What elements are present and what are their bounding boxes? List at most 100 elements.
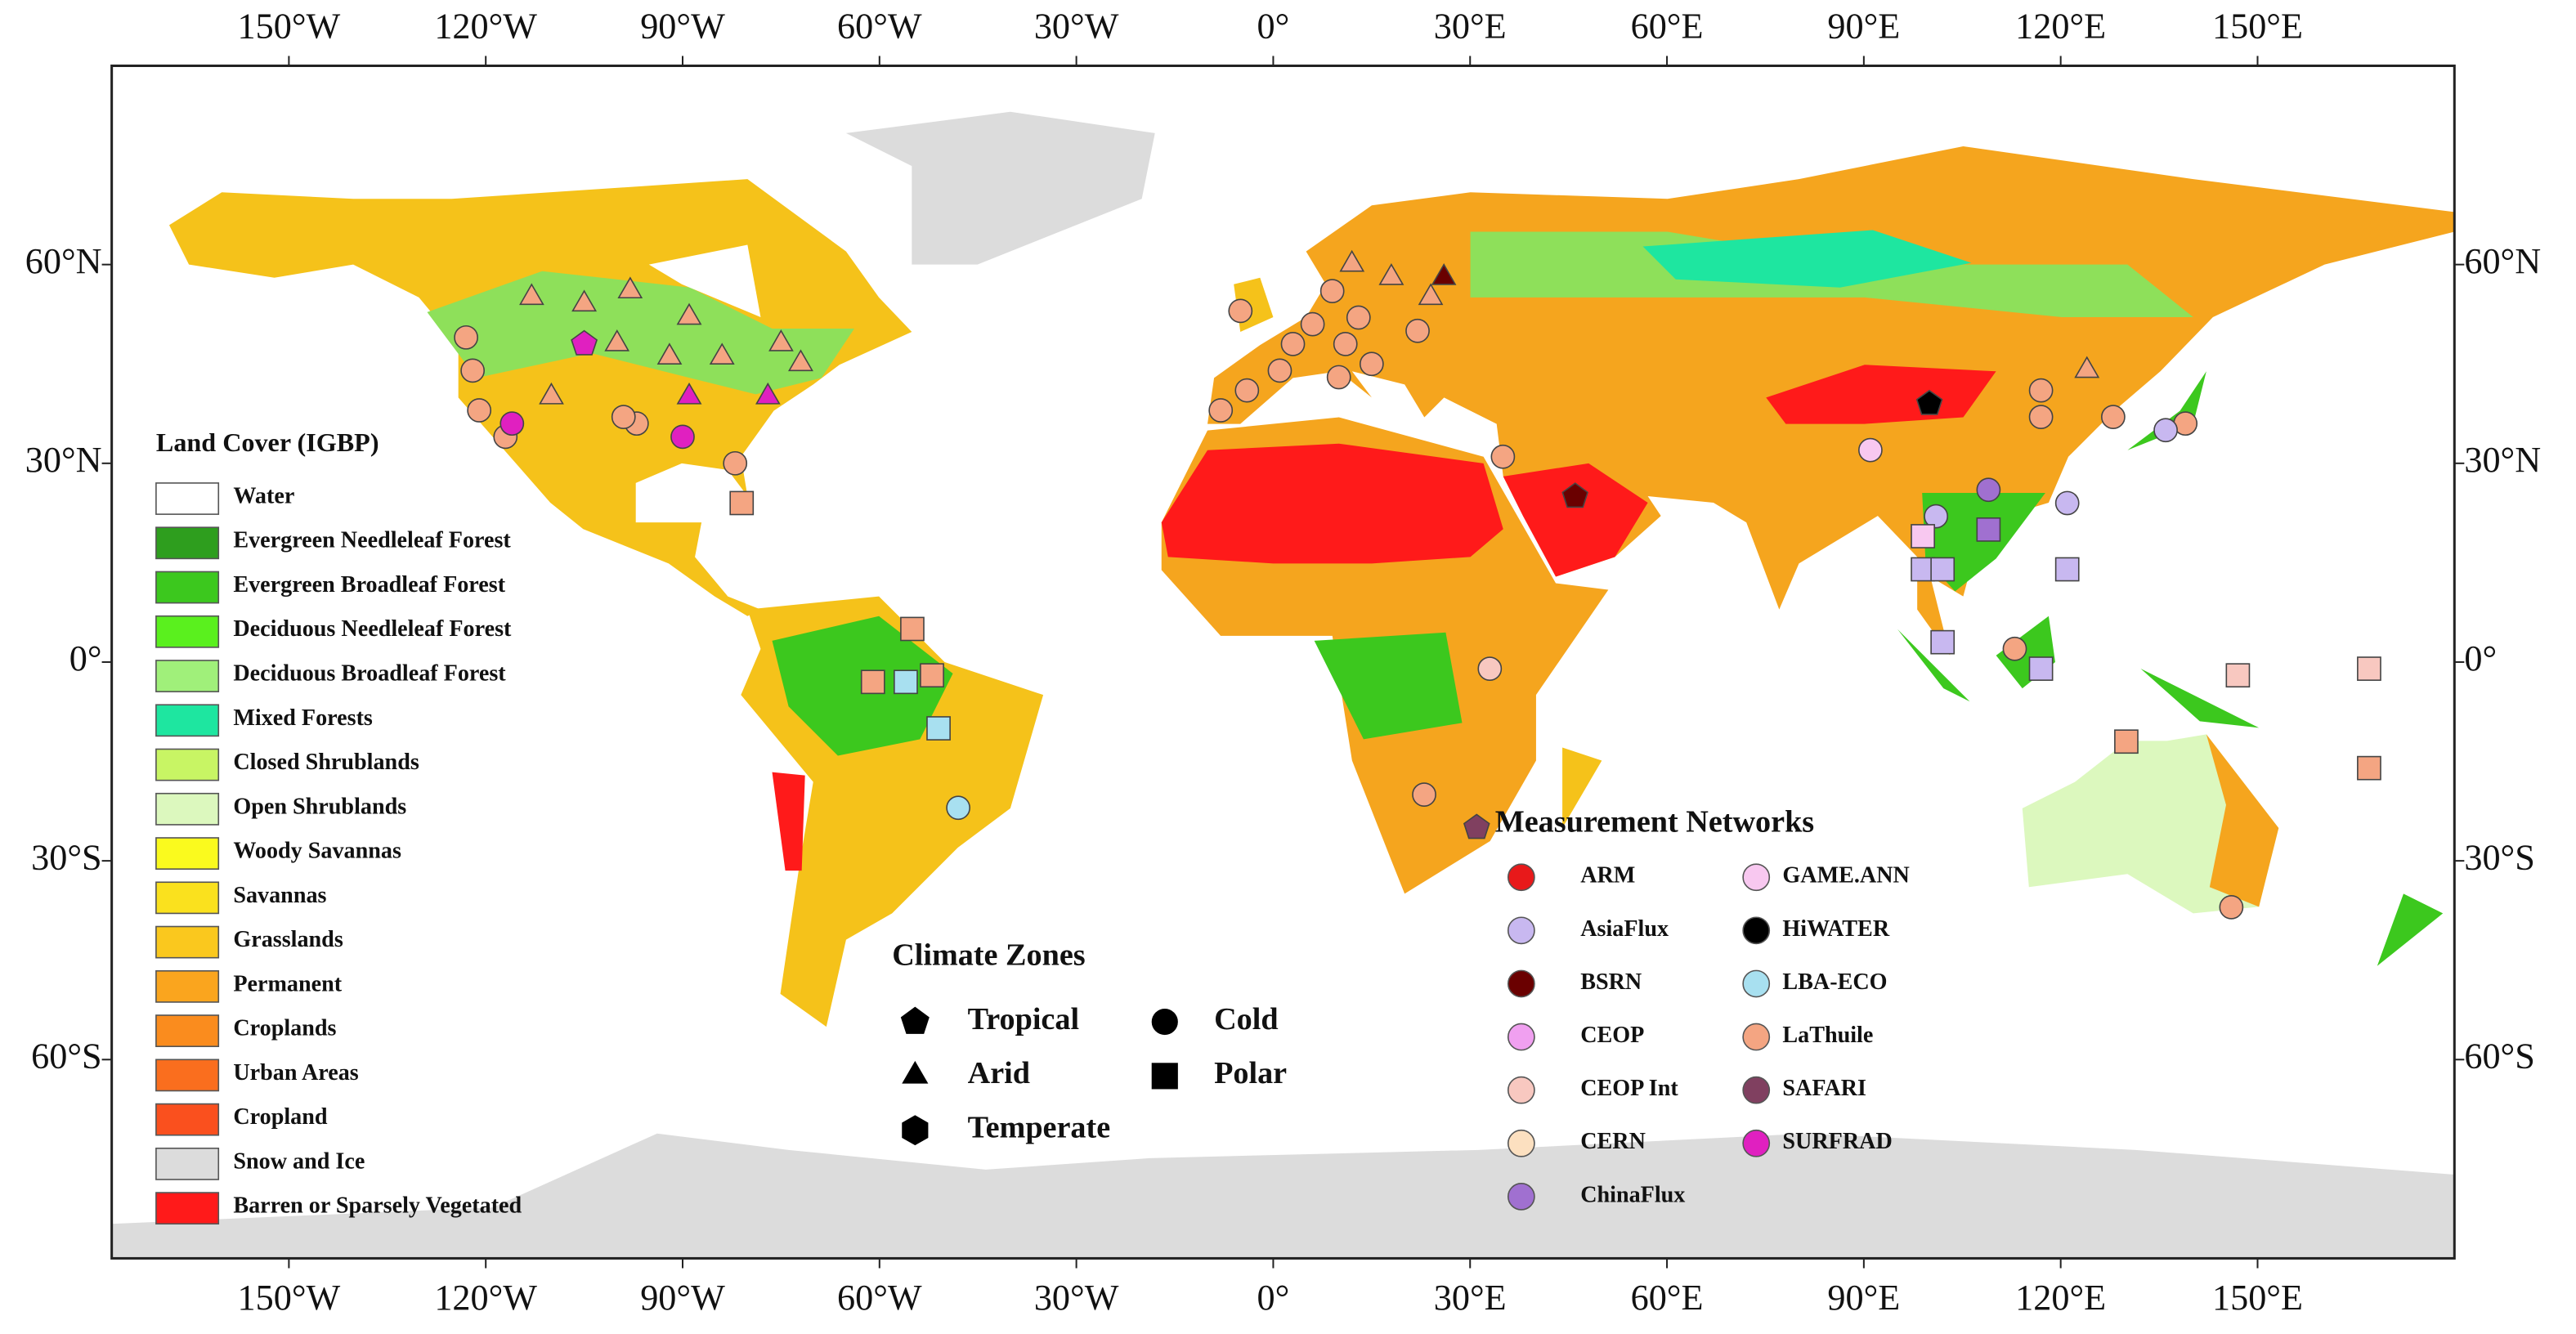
site-marker bbox=[1915, 389, 1943, 415]
land-cover-swatch bbox=[155, 1147, 220, 1180]
x-tick-label-top: 120°E bbox=[2015, 6, 2106, 46]
site-marker bbox=[1208, 398, 1234, 423]
land-cover-swatch bbox=[155, 482, 220, 515]
network-symbol bbox=[1742, 916, 1771, 945]
climate-zone-symbol bbox=[1151, 1008, 1178, 1036]
greenland bbox=[845, 111, 1155, 265]
network-symbol bbox=[1507, 1129, 1535, 1157]
land-cover-label: Barren or Sparsely Vegetated bbox=[233, 1193, 522, 1219]
climate-zone-label: Temperate bbox=[968, 1110, 1111, 1144]
site-marker bbox=[788, 349, 813, 372]
andes-barren bbox=[772, 772, 805, 871]
land-cover-label: Savannas bbox=[233, 883, 326, 908]
site-marker bbox=[709, 342, 735, 365]
land-cover-swatch bbox=[155, 571, 220, 604]
land-cover-label: Permanent bbox=[233, 971, 342, 996]
x-tick-label-top: 30°E bbox=[1434, 6, 1507, 46]
climate-zone-label: Polar bbox=[1214, 1056, 1287, 1090]
x-tick-label-bottom: 60°W bbox=[837, 1278, 922, 1318]
network-symbol bbox=[1742, 969, 1771, 998]
x-tick-label-bottom: 150°E bbox=[2212, 1278, 2303, 1318]
site-marker bbox=[1359, 351, 1384, 377]
site-marker bbox=[2002, 636, 2027, 661]
land-cover-swatch bbox=[155, 837, 220, 870]
site-marker bbox=[860, 669, 885, 695]
y-tick-label-right: 60°S bbox=[2464, 1036, 2534, 1076]
land-cover-label: Water bbox=[233, 483, 294, 508]
network-symbol bbox=[1507, 969, 1535, 998]
x-tick-label-top: 120°W bbox=[434, 6, 537, 46]
site-marker bbox=[1463, 813, 1490, 839]
land-cover-swatch bbox=[155, 1014, 220, 1048]
y-tick-label-left: 30°N bbox=[25, 440, 102, 480]
x-tick-label-top: 0° bbox=[1257, 6, 1290, 46]
network-label: LaThuile bbox=[1782, 1023, 1873, 1048]
site-marker bbox=[1267, 358, 1292, 383]
site-marker bbox=[676, 382, 702, 405]
x-tick-label-top: 150°W bbox=[238, 6, 341, 46]
congo bbox=[1314, 632, 1463, 740]
climate-zone-label: Tropical bbox=[968, 1002, 1079, 1036]
land-cover-label: Cropland bbox=[233, 1104, 328, 1130]
land-cover-swatch bbox=[155, 1192, 220, 1225]
site-marker bbox=[454, 325, 478, 350]
climate-zone-symbol bbox=[900, 1006, 930, 1034]
network-symbol bbox=[1507, 916, 1535, 945]
site-marker bbox=[656, 342, 683, 365]
x-tick-label-bottom: 90°W bbox=[640, 1278, 725, 1318]
y-tick-label-left: 30°S bbox=[31, 837, 101, 877]
y-tick-label-right: 60°N bbox=[2464, 241, 2541, 281]
y-tick-label-right: 30°S bbox=[2464, 837, 2534, 877]
land-cover-label: Woody Savannas bbox=[233, 839, 401, 864]
new-zealand bbox=[2377, 893, 2444, 966]
site-marker bbox=[1858, 437, 1883, 463]
sumatra bbox=[1897, 629, 1970, 702]
land-cover-label: Urban Areas bbox=[233, 1060, 358, 1086]
land-cover-swatch bbox=[155, 748, 220, 781]
land-cover-label: Croplands bbox=[233, 1016, 336, 1041]
site-marker bbox=[1412, 782, 1436, 807]
land-cover-swatch bbox=[155, 526, 220, 560]
site-marker bbox=[1976, 517, 2001, 542]
land-cover-swatch bbox=[155, 881, 220, 915]
sahara bbox=[1161, 443, 1503, 564]
site-marker bbox=[670, 424, 695, 450]
site-marker bbox=[1333, 332, 1358, 356]
land-cover-swatch bbox=[155, 660, 220, 692]
network-symbol bbox=[1742, 1076, 1771, 1104]
network-symbol bbox=[1507, 1076, 1535, 1104]
site-marker bbox=[1339, 249, 1365, 272]
site-marker bbox=[676, 302, 702, 325]
site-marker bbox=[2054, 490, 2080, 516]
site-marker bbox=[2101, 405, 2126, 429]
site-marker bbox=[946, 795, 971, 821]
network-label: ChinaFlux bbox=[1580, 1182, 1685, 1207]
land-cover-label: Grasslands bbox=[233, 927, 343, 952]
network-label: SURFRAD bbox=[1782, 1129, 1892, 1154]
site-marker bbox=[2357, 755, 2381, 781]
climate-zones-title: Climate Zones bbox=[892, 938, 1085, 972]
land-cover-label: Evergreen Needleleaf Forest bbox=[233, 528, 511, 553]
land-cover-swatch bbox=[155, 1059, 220, 1092]
x-tick-label-bottom: 30°E bbox=[1434, 1278, 1507, 1318]
network-label: GAME.ANN bbox=[1782, 863, 1909, 889]
legends: Land Cover (IGBP) Climate Zones Measurem… bbox=[155, 428, 1910, 1225]
land-cover-swatch bbox=[155, 969, 220, 1003]
y-tick-label-right: 0° bbox=[2464, 638, 2497, 678]
site-marker bbox=[768, 329, 794, 351]
network-label: AsiaFlux bbox=[1580, 916, 1669, 942]
site-marker bbox=[1280, 332, 1306, 356]
x-tick-label-bottom: 120°W bbox=[434, 1278, 537, 1318]
site-marker bbox=[1930, 557, 1956, 582]
land-cover-swatch bbox=[155, 704, 220, 737]
land-cover-label: Mixed Forests bbox=[233, 705, 373, 731]
network-symbol bbox=[1507, 1023, 1535, 1051]
x-tick-label-bottom: 0° bbox=[1257, 1278, 1290, 1318]
network-symbol bbox=[1742, 1023, 1771, 1051]
climate-zone-symbol bbox=[902, 1115, 929, 1146]
x-tick-label-top: 90°E bbox=[1827, 6, 1900, 46]
network-symbol bbox=[1742, 1129, 1771, 1157]
x-tick-label-top: 60°E bbox=[1631, 6, 1704, 46]
network-label: CEOP bbox=[1580, 1023, 1644, 1048]
